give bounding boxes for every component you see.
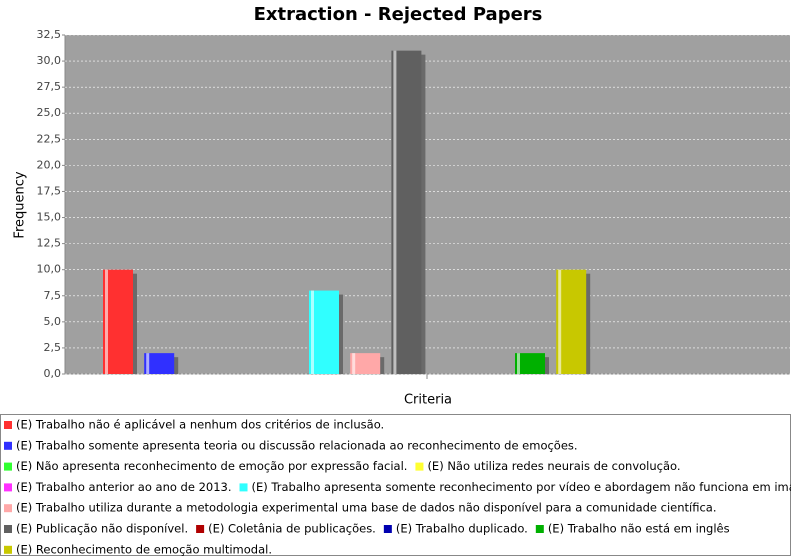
- legend-label: (E) Não apresenta reconhecimento de emoç…: [16, 459, 407, 473]
- bar-highlight: [517, 353, 520, 374]
- bar-highlight: [146, 353, 150, 374]
- x-axis-label: Criteria: [404, 393, 452, 408]
- legend-swatch: [4, 441, 12, 450]
- y-tick-label: 7,5: [44, 289, 62, 302]
- legend-swatch: [383, 525, 392, 533]
- legend-label: (E) Trabalho anterior ao ano de 2013.: [16, 480, 232, 494]
- y-tick-label: 12,5: [37, 237, 62, 250]
- legend-label: (E) Trabalho apresenta somente reconheci…: [252, 480, 791, 494]
- legend-label: (E) Não utiliza redes neurais de convolu…: [427, 459, 680, 473]
- legend-swatch: [4, 525, 12, 533]
- y-tick-label: 27,5: [37, 80, 62, 93]
- y-tick-label: 22,5: [37, 132, 62, 145]
- bar-highlight: [105, 269, 108, 374]
- y-tick-label: 17,5: [37, 184, 62, 197]
- legend-swatch: [4, 421, 12, 429]
- legend-label: (E) Trabalho somente apresenta teoria ou…: [16, 438, 578, 452]
- bar: [515, 353, 545, 374]
- y-tick-label: 30,0: [37, 54, 62, 67]
- y-tick-label: 32,5: [37, 28, 62, 41]
- bar: [144, 353, 175, 374]
- bar: [350, 353, 381, 374]
- bar-highlight: [558, 269, 562, 374]
- plot-area: [65, 35, 790, 374]
- legend-swatch: [4, 462, 12, 471]
- legend-label: (E) Trabalho não está em inglês: [548, 522, 730, 536]
- y-axis-label: Frequency: [13, 171, 28, 238]
- y-tick-label: 20,0: [37, 158, 62, 171]
- legend-swatch: [415, 462, 424, 471]
- bar-highlight: [311, 290, 314, 374]
- legend-swatch: [4, 483, 12, 492]
- y-tick-label: 15,0: [37, 211, 62, 224]
- y-tick-label: 2,5: [44, 341, 62, 354]
- y-tick-label: 25,0: [37, 106, 62, 119]
- bar-highlight: [352, 353, 356, 374]
- legend-label: (E) Trabalho utiliza durante a metodolog…: [16, 501, 717, 515]
- legend-swatch: [196, 525, 205, 533]
- bar-highlight: [393, 50, 397, 375]
- legend-swatch: [4, 504, 12, 513]
- legend-swatch: [535, 525, 544, 533]
- y-tick-label: 10,0: [37, 263, 62, 276]
- legend-label: (E) Coletânia de publicações.: [208, 522, 376, 536]
- legend-swatch: [4, 545, 12, 554]
- legend-label: (E) Trabalho não é aplicável a nenhum do…: [16, 418, 384, 432]
- y-tick-label: 0,0: [44, 367, 62, 380]
- legend-label: (E) Trabalho duplicado.: [396, 522, 528, 536]
- legend-label: (E) Reconhecimento de emoção multimodal.: [16, 542, 272, 556]
- y-tick-label: 5,0: [44, 315, 62, 328]
- chart-title: Extraction - Rejected Papers: [254, 4, 543, 25]
- legend-swatch: [239, 483, 248, 492]
- legend-label: (E) Publicação não disponível.: [16, 522, 188, 536]
